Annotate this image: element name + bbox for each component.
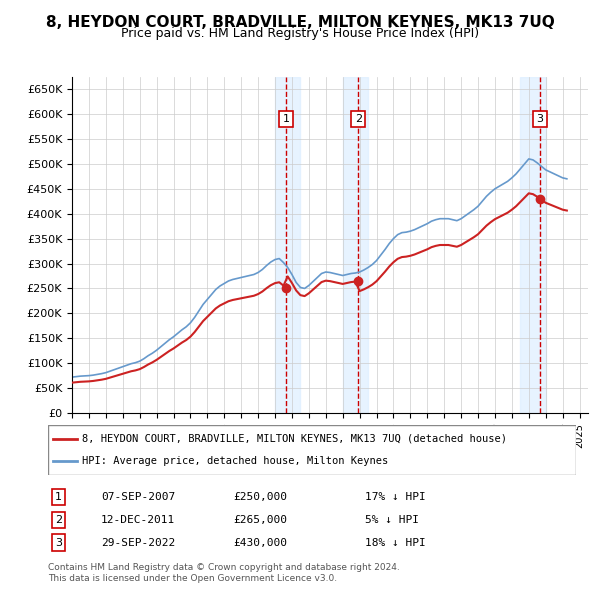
Text: 2: 2	[355, 114, 362, 124]
Text: 18% ↓ HPI: 18% ↓ HPI	[365, 538, 425, 548]
Bar	[275, 77, 301, 413]
Text: Contains HM Land Registry data © Crown copyright and database right 2024.
This d: Contains HM Land Registry data © Crown c…	[48, 563, 400, 583]
Text: £265,000: £265,000	[233, 515, 287, 525]
Text: 07-SEP-2007: 07-SEP-2007	[101, 492, 175, 502]
Bar	[520, 77, 546, 413]
Text: HPI: Average price, detached house, Milton Keynes: HPI: Average price, detached house, Milt…	[82, 456, 389, 466]
Text: 8, HEYDON COURT, BRADVILLE, MILTON KEYNES, MK13 7UQ (detached house): 8, HEYDON COURT, BRADVILLE, MILTON KEYNE…	[82, 434, 508, 444]
Text: 1: 1	[55, 492, 62, 502]
Text: 8, HEYDON COURT, BRADVILLE, MILTON KEYNES, MK13 7UQ: 8, HEYDON COURT, BRADVILLE, MILTON KEYNE…	[46, 15, 554, 30]
Text: 12-DEC-2011: 12-DEC-2011	[101, 515, 175, 525]
FancyBboxPatch shape	[48, 425, 576, 475]
Bar	[343, 77, 368, 413]
Text: £250,000: £250,000	[233, 492, 287, 502]
Text: Price paid vs. HM Land Registry's House Price Index (HPI): Price paid vs. HM Land Registry's House …	[121, 27, 479, 40]
Text: 5% ↓ HPI: 5% ↓ HPI	[365, 515, 419, 525]
Text: 29-SEP-2022: 29-SEP-2022	[101, 538, 175, 548]
Text: 3: 3	[55, 538, 62, 548]
Text: 17% ↓ HPI: 17% ↓ HPI	[365, 492, 425, 502]
Text: 1: 1	[283, 114, 290, 124]
Text: £430,000: £430,000	[233, 538, 287, 548]
Text: 3: 3	[536, 114, 544, 124]
Text: 2: 2	[55, 515, 62, 525]
